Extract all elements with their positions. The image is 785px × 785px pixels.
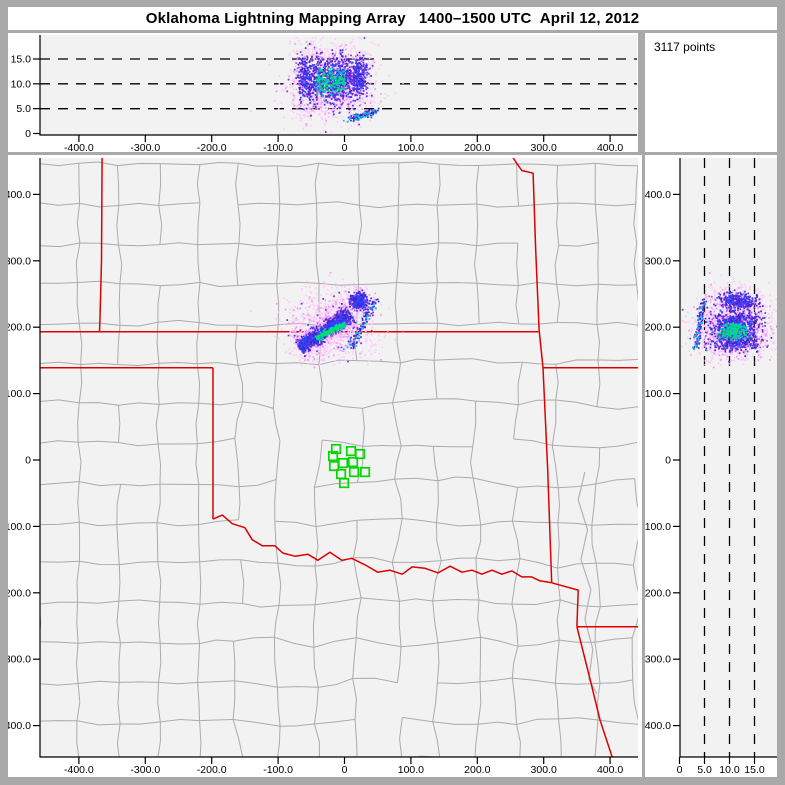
tick-label: 5.0: [697, 764, 712, 776]
lightning-scatter-plan: [250, 272, 404, 369]
tick-label: 100.0: [398, 142, 424, 152]
altitude-ns-plot: 400.0 300.0 200.0 100.0 0 -100.0 -200.0 -300.0 -…: [645, 158, 777, 776]
main-plot-background: [40, 158, 638, 757]
tick-label: -400.0: [64, 764, 94, 776]
altitude-gridlines-top: [40, 58, 637, 110]
lma-station-marker: [359, 466, 371, 478]
tick-label: 300.0: [531, 142, 557, 152]
lma-station-marker: [327, 450, 339, 462]
tick-label: 15.0: [744, 764, 765, 776]
state-border: [40, 158, 638, 757]
tick-label: 200.0: [464, 142, 490, 152]
tick-label: 300.0: [645, 255, 671, 267]
tick-label: 0: [665, 455, 671, 467]
plan-view-axes: 400.0 300.0 200.0 100.0 0 -100.0 -200.0 -300.0 -…: [8, 158, 638, 776]
lma-station-marker: [348, 466, 360, 478]
altitude-vs-east-west-panel: 0 5.0 10.0 15.0 -400.0 -300.0 -200.0 -100.0 0 100…: [8, 33, 638, 152]
tick-label: 5.0: [16, 103, 31, 115]
tick-label: 0: [25, 455, 31, 467]
river-se-river: [577, 471, 598, 694]
lightning-scatter-ew: [250, 37, 404, 134]
top-plot-area[interactable]: [40, 35, 637, 135]
points-count-box: 3117 points: [645, 33, 777, 152]
right-plot-background: [680, 158, 777, 757]
tick-label: -200.0: [8, 587, 31, 599]
tick-label: -100.0: [263, 764, 293, 776]
altitude-ns-axes: 400.0 300.0 200.0 100.0 0 -100.0 -200.0 -300.0 -…: [645, 158, 777, 776]
lightning-scatter-ns: [681, 272, 777, 369]
county-lines: [40, 161, 638, 757]
lma-stations: [327, 443, 371, 489]
tick-label: -200.0: [197, 142, 227, 152]
lma-station-marker: [328, 460, 340, 472]
plan-view-panel: 400.0 300.0 200.0 100.0 0 -100.0 -200.0 -300.0 -…: [8, 155, 642, 777]
state-border-arkansas-texas-corner: [551, 582, 579, 627]
lma-station-marker: [330, 443, 342, 455]
tick-label: 100.0: [645, 388, 671, 400]
title-bar: Oklahoma Lightning Mapping Array 1400–15…: [8, 7, 777, 30]
state-border-colorado-kansas-west: [98, 158, 103, 332]
tick-label: -300.0: [8, 654, 31, 666]
lma-station-marker: [354, 448, 366, 460]
tick-label: 100.0: [398, 764, 424, 776]
tick-label: 10.0: [11, 78, 32, 90]
tick-label: 0: [342, 764, 348, 776]
plot-title: Oklahoma Lightning Mapping Array 1400–15…: [145, 10, 640, 27]
tick-label: 0: [25, 128, 31, 140]
tick-label: -100.0: [8, 521, 31, 533]
river: [577, 471, 598, 694]
altitude-vs-north-south-panel: 400.0 300.0 200.0 100.0 0 -100.0 -200.0 -300.0 -…: [645, 155, 777, 777]
tick-label: 400.0: [645, 189, 671, 201]
state-border-red-river: [212, 514, 552, 584]
altitude-gridlines-right: [703, 158, 756, 757]
tick-label: 10.0: [719, 764, 740, 776]
lma-station-marker: [338, 477, 350, 489]
tick-label: -200.0: [645, 587, 671, 599]
tick-label: 0: [342, 142, 348, 152]
tick-label: 100.0: [8, 388, 31, 400]
tick-label: 300.0: [531, 764, 557, 776]
tick-label: -300.0: [645, 654, 671, 666]
right-plot-area[interactable]: [680, 158, 777, 757]
tick-label: -100.0: [263, 142, 293, 152]
tick-label: 200.0: [464, 764, 490, 776]
state-border-texas-louisiana: [576, 626, 613, 757]
tick-label: -400.0: [645, 720, 671, 732]
tick-label: -400.0: [64, 142, 94, 152]
state-border-missouri-arkansas-west: [512, 158, 553, 583]
tick-label: 300.0: [8, 255, 31, 267]
lma-station-marker: [347, 456, 359, 468]
plan-view-plot: 400.0 300.0 200.0 100.0 0 -100.0 -200.0 -300.0 -…: [8, 158, 638, 776]
tick-label: 0: [677, 764, 683, 776]
tick-label: 400.0: [597, 764, 623, 776]
tick-label: -400.0: [8, 720, 31, 732]
points-count-label: 3117 points: [654, 40, 716, 54]
tick-label: 200.0: [645, 322, 671, 334]
tick-label: 200.0: [8, 322, 31, 334]
tick-label: 400.0: [8, 189, 31, 201]
altitude-ew-axes: 0 5.0 10.0 15.0 -400.0 -300.0 -200.0 -100.0 0 100…: [11, 35, 637, 152]
tick-label: -300.0: [130, 764, 160, 776]
tick-label: 400.0: [597, 142, 623, 152]
altitude-ew-plot: 0 5.0 10.0 15.0 -400.0 -300.0 -200.0 -100.0 0 100…: [11, 35, 637, 152]
main-plot-area[interactable]: [40, 158, 638, 757]
tick-label: -100.0: [645, 521, 671, 533]
tick-label: 15.0: [11, 53, 32, 65]
tick-label: -300.0: [130, 142, 160, 152]
tick-label: -200.0: [197, 764, 227, 776]
